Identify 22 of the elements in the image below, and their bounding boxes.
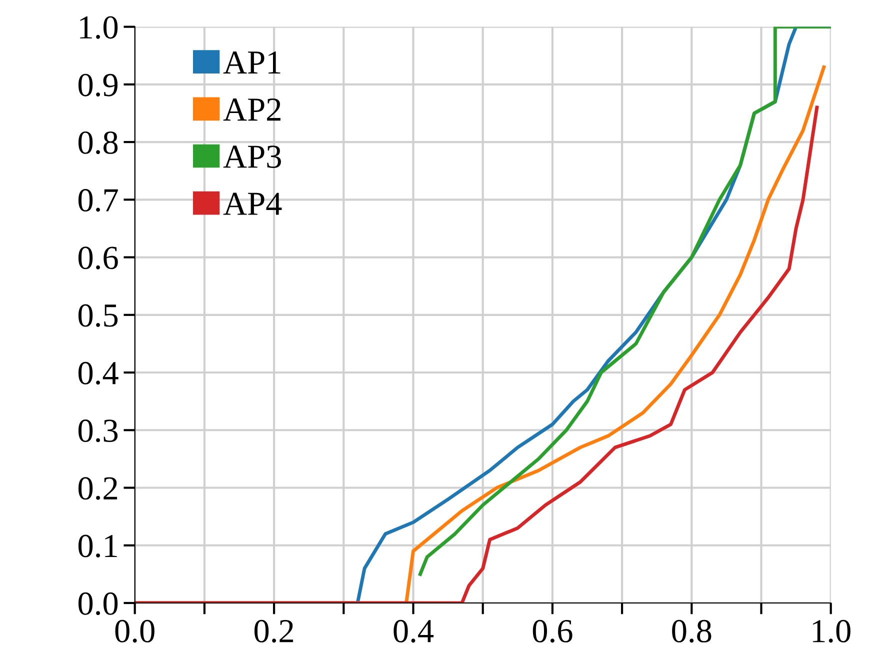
- x-tick-label: 0.0: [115, 620, 154, 643]
- y-tick-label: 0.3: [78, 420, 118, 442]
- y-tick-label: 0.6: [78, 246, 118, 270]
- line-series: [418, 26, 831, 576]
- legend-label: AP4: [223, 192, 282, 215]
- y-tick-label: 0.4: [78, 362, 118, 385]
- x-tick-label: 0.4: [394, 620, 434, 643]
- y-tick-label: 0.1: [78, 534, 117, 558]
- y-tick-label: 0.2: [78, 477, 118, 500]
- x-tick-label: 1.0: [812, 620, 850, 643]
- y-tick-label: 1.0: [80, 16, 118, 39]
- y-tick-label: 0.5: [78, 304, 118, 327]
- y-tick-label: 0.9: [78, 74, 118, 96]
- y-tick-label: 0.7: [78, 189, 118, 212]
- x-tick-label: 0.2: [254, 620, 294, 643]
- legend-label: AP2: [223, 98, 280, 121]
- legend-label: AP1: [223, 51, 280, 74]
- x-tick-label: 0.6: [532, 620, 572, 643]
- x-tick-label: 0.8: [672, 620, 712, 643]
- y-tick-label: 0.8: [78, 131, 118, 154]
- y-tick-label: 0.0: [78, 592, 118, 616]
- legend-label: AP3: [223, 146, 281, 168]
